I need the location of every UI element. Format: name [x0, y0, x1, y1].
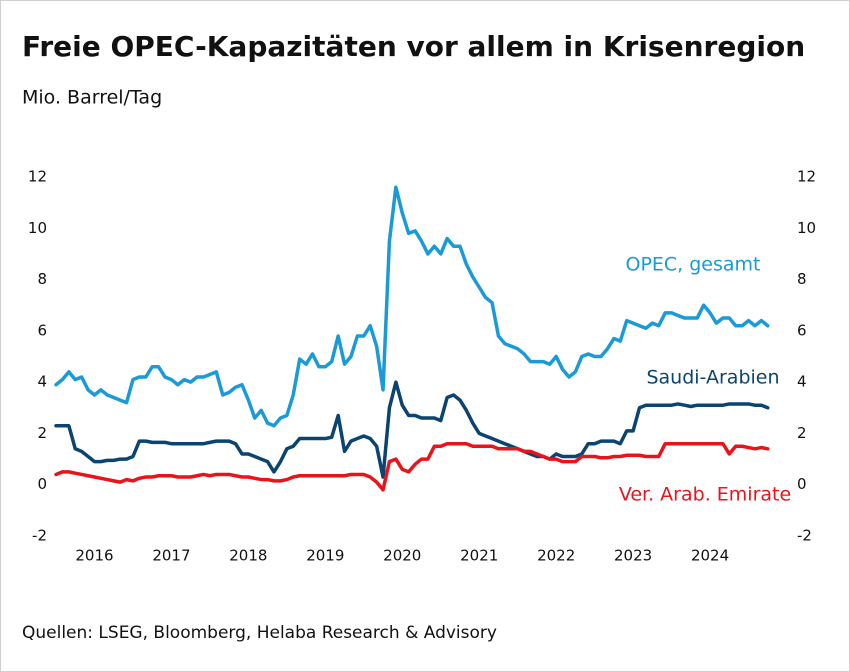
y2-tick-label: -2 — [797, 527, 812, 545]
x-tick-label: 2019 — [306, 547, 344, 565]
x-tick-label: 2017 — [152, 547, 190, 565]
y2-tick-label: 8 — [797, 270, 807, 288]
source: Quellen: LSEG, Bloomberg, Helaba Researc… — [22, 623, 497, 643]
chart-subtitle: Mio. Barrel/Tag — [22, 87, 162, 109]
series-line — [54, 185, 770, 428]
series-line — [54, 380, 770, 479]
y-tick-label: -2 — [32, 527, 47, 545]
x-tick-label: 2022 — [537, 547, 575, 565]
y2-tick-label: 4 — [797, 373, 807, 391]
y-tick-label: 6 — [37, 321, 47, 339]
y2-tick-label: 0 — [797, 475, 807, 493]
y2-tick-label: 10 — [797, 219, 816, 237]
x-tick-label: 2020 — [383, 547, 421, 565]
legend-label: Ver. Arab. Emirate — [619, 484, 791, 506]
y-tick-label: 8 — [37, 270, 47, 288]
y2-tick-label: 2 — [797, 424, 807, 442]
x-tick-label: 2024 — [691, 547, 729, 565]
series-line — [54, 441, 770, 492]
y2-tick-label: 12 — [797, 168, 816, 186]
y-tick-label: 4 — [37, 373, 47, 391]
legend-label: OPEC, gesamt — [625, 254, 760, 276]
y2-tick-label: 6 — [797, 321, 807, 339]
y-tick-label: 10 — [28, 219, 47, 237]
x-tick-label: 2023 — [614, 547, 652, 565]
chart-title: Freie OPEC-Kapazitäten vor allem in Kris… — [22, 30, 805, 63]
x-tick-label: 2016 — [75, 547, 113, 565]
y-tick-label: 2 — [37, 424, 47, 442]
y-tick-label: 12 — [28, 168, 47, 186]
y-tick-label: 0 — [37, 475, 47, 493]
x-tick-label: 2018 — [229, 547, 267, 565]
legend-label: Saudi-Arabien — [646, 367, 779, 389]
x-tick-label: 2021 — [460, 547, 498, 565]
